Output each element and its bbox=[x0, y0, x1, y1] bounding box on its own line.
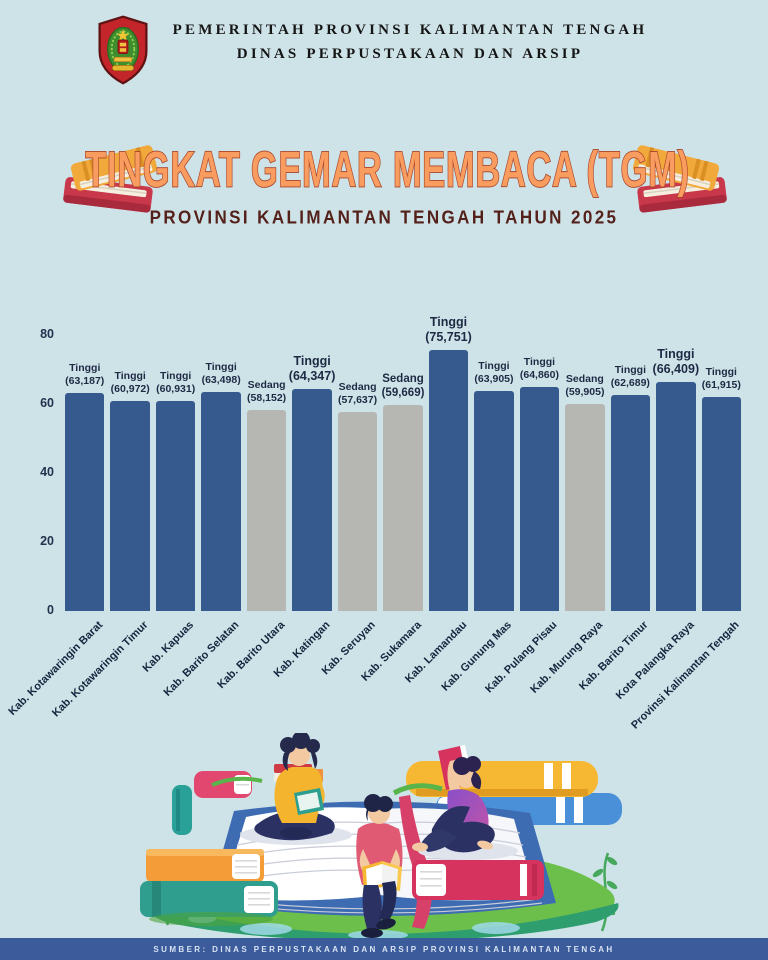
bar-value-label: Tinggi (63,905) bbox=[474, 359, 514, 385]
x-axis-label: Kab. Kotawaringin Barat bbox=[6, 619, 106, 718]
bar-column: Tinggi (60,972) bbox=[110, 335, 150, 611]
book-stack-icon bbox=[632, 145, 727, 213]
y-axis-tick: 80 bbox=[40, 327, 54, 341]
bar bbox=[656, 381, 696, 611]
bar bbox=[65, 393, 105, 611]
bar-column: Sedang (57,637) bbox=[337, 335, 378, 611]
bar-column: Tinggi (63,187) bbox=[65, 335, 105, 611]
book-stack-icon bbox=[63, 145, 158, 213]
bar bbox=[383, 405, 423, 611]
bar bbox=[292, 389, 332, 611]
bar bbox=[110, 400, 150, 611]
bar-value-label: Tinggi (64,860) bbox=[519, 356, 559, 382]
bar bbox=[565, 404, 605, 611]
bar bbox=[155, 400, 196, 611]
y-axis-tick: 40 bbox=[40, 465, 54, 479]
reading-people-illustration bbox=[140, 733, 622, 941]
bar bbox=[337, 412, 378, 611]
bar-value-label: Tinggi (62,689) bbox=[610, 363, 650, 389]
book-front-right bbox=[412, 860, 544, 900]
bar-column: Tinggi (63,905) bbox=[474, 335, 514, 611]
bar-value-label: Tinggi (63,498) bbox=[201, 360, 241, 386]
government-line1: PEMERINTAH PROVINSI KALIMANTAN TENGAH bbox=[172, 22, 648, 38]
plot-area: Tinggi (63,187) Tinggi (60,972) Tinggi (60,93… bbox=[65, 315, 742, 611]
bar bbox=[519, 387, 560, 611]
government-header: PEMERINTAH PROVINSI KALIMANTAN TENGAH DI… bbox=[0, 12, 768, 92]
title-block: TINGKAT GEMAR MEMBACA (TGM) PROVINSI KAL… bbox=[0, 141, 768, 228]
tgm-bar-chart: Tinggi (63,187) Tinggi (60,972) Tinggi (60,93… bbox=[0, 315, 768, 800]
bar-value-label: Tinggi (60,972) bbox=[110, 369, 150, 395]
bar-value-label: Sedang (57,637) bbox=[337, 381, 378, 407]
bar-column: Sedang (59,905) bbox=[565, 335, 605, 611]
bar-column: Sedang (59,669) bbox=[381, 335, 425, 611]
bar-value-label: Tinggi (60,931) bbox=[156, 369, 196, 395]
y-axis-tick: 0 bbox=[47, 603, 54, 617]
bar-column: Sedang (58,152) bbox=[246, 335, 287, 611]
bar bbox=[428, 349, 469, 611]
bar bbox=[701, 397, 742, 611]
book-stack-front-left bbox=[140, 849, 278, 926]
government-line2: DINAS PERPUSTAKAAN DAN ARSIP bbox=[236, 46, 584, 62]
bar-value-label: Tinggi (66,409) bbox=[652, 346, 700, 376]
bar-value-label: Sedang (59,905) bbox=[565, 373, 605, 399]
bar-value-label: Sedang (59,669) bbox=[381, 373, 425, 400]
y-axis-tick: 60 bbox=[40, 396, 54, 410]
bar-column: Tinggi (62,689) bbox=[610, 335, 651, 611]
bar bbox=[201, 391, 241, 611]
x-axis-label: Kota Palangka Raya bbox=[613, 619, 697, 702]
bar-value-label: Tinggi (61,915) bbox=[701, 366, 741, 392]
bar-value-label: Tinggi (64,347) bbox=[288, 354, 336, 384]
bar-column: Tinggi (63,498) bbox=[201, 335, 241, 611]
person-reading-center bbox=[356, 794, 403, 938]
government-header-text: PEMERINTAH PROVINSI KALIMANTAN TENGAH DI… bbox=[52, 22, 768, 63]
source-text: SUMBER: DINAS PERPUSTAKAAN DAN ARSIP PRO… bbox=[153, 944, 615, 954]
bar-column: Tinggi (75,751) bbox=[425, 315, 472, 611]
bar-column: Tinggi (61,915) bbox=[701, 335, 742, 611]
bar bbox=[610, 394, 651, 611]
bar-column: Tinggi (64,860) bbox=[519, 335, 560, 611]
bar-value-label: Sedang (58,152) bbox=[247, 379, 287, 405]
page-subtitle: PROVINSI KALIMANTAN TENGAH TAHUN 2025 bbox=[149, 207, 619, 228]
bar-column: Tinggi (66,409) bbox=[653, 335, 699, 611]
source-bar: SUMBER: DINAS PERPUSTAKAAN DAN ARSIP PRO… bbox=[0, 938, 768, 960]
bar-column: Tinggi (64,347) bbox=[289, 335, 335, 611]
person-reading-left bbox=[240, 733, 352, 845]
bar bbox=[246, 410, 287, 611]
page-title: TINGKAT GEMAR MEMBACA (TGM) bbox=[85, 141, 690, 199]
kalimantan-tengah-emblem-icon bbox=[98, 15, 148, 85]
x-axis-label: Kab. Kotawaringin Timur bbox=[50, 619, 151, 720]
person-reading-right bbox=[412, 745, 518, 860]
bar-value-label: Tinggi (63,187) bbox=[65, 362, 105, 388]
bar bbox=[474, 390, 514, 611]
y-axis-tick: 20 bbox=[40, 534, 54, 548]
bar-value-label: Tinggi (75,751) bbox=[425, 314, 472, 344]
bar-column: Tinggi (60,931) bbox=[155, 335, 196, 611]
